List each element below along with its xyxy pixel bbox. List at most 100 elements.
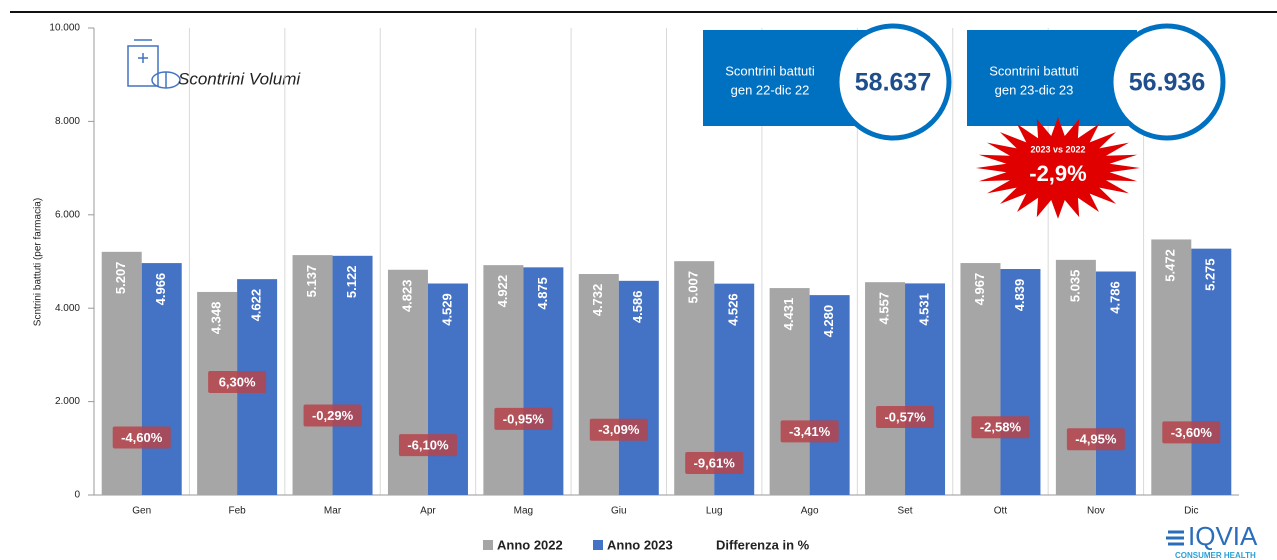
callout-total: 58.637	[855, 69, 931, 97]
bar-value-label: 5.035	[1067, 270, 1082, 303]
bar	[483, 265, 524, 495]
bar-value-label: 4.348	[209, 302, 224, 335]
bar-value-label: 4.280	[821, 305, 836, 338]
bar-value-label: 4.531	[916, 293, 931, 326]
bar	[865, 282, 906, 495]
y-tick-label: 6.000	[55, 209, 80, 220]
y-axis-label: Scntrini battuti (per farmacia)	[33, 198, 44, 326]
callout-circle	[834, 23, 952, 141]
bar	[387, 269, 428, 495]
difference-label: -0,57%	[884, 409, 926, 424]
difference-box	[494, 407, 553, 430]
bar-value-label: 4.967	[972, 273, 987, 306]
difference-box	[112, 426, 171, 449]
bar-value-label: 5.122	[344, 266, 359, 299]
y-tick-label: 8.000	[55, 116, 80, 127]
bar	[809, 295, 850, 495]
bar	[578, 274, 619, 495]
bar	[523, 267, 564, 495]
bar-value-label: 4.586	[630, 291, 645, 324]
x-tick-label: Gen	[132, 506, 151, 517]
difference-label: -4,95%	[1075, 432, 1117, 447]
bar-value-label: 4.557	[876, 292, 891, 325]
y-tick-label: 10.000	[49, 23, 80, 34]
difference-label: -9,61%	[694, 455, 736, 470]
callout-total: 56.936	[1129, 69, 1205, 97]
bar-value-label: 4.526	[726, 293, 741, 326]
bar-value-label: 4.786	[1107, 281, 1122, 314]
bar	[141, 263, 182, 495]
bar	[1151, 239, 1192, 495]
difference-box	[208, 371, 267, 393]
bar	[292, 255, 333, 495]
bar	[197, 291, 238, 495]
legend-label: Anno 2023	[607, 537, 673, 552]
difference-box	[971, 416, 1030, 439]
legend-swatch	[483, 540, 493, 550]
difference-label: -0,29%	[312, 408, 354, 423]
x-tick-label: Apr	[420, 506, 436, 517]
difference-label: 6,30%	[219, 374, 256, 389]
difference-label: -6,10%	[407, 438, 449, 453]
x-tick-label: Mag	[514, 506, 533, 517]
difference-box	[780, 420, 839, 443]
x-tick-label: Lug	[706, 506, 723, 517]
bar-value-label: 5.207	[113, 262, 128, 295]
callout-circle	[1108, 23, 1226, 141]
y-tick-label: 2.000	[55, 396, 80, 407]
callout-text: Scontrini battuti	[725, 63, 815, 78]
difference-box	[876, 405, 935, 428]
difference-label: -2,58%	[980, 420, 1022, 435]
chart-title: Scontrini Volumi	[178, 69, 301, 88]
legend-swatch	[593, 540, 603, 550]
x-tick-label: Ago	[801, 506, 819, 517]
y-tick-label: 0	[74, 490, 80, 501]
bar-value-label: 5.472	[1163, 249, 1178, 282]
difference-box	[1162, 421, 1221, 444]
bar-value-label: 4.431	[781, 298, 796, 331]
bar-value-label: 5.007	[686, 271, 701, 304]
difference-label: -3,09%	[598, 422, 640, 437]
logo-name: IQVIA	[1188, 521, 1258, 551]
bar-value-label: 4.922	[495, 275, 510, 308]
difference-label: -0,95%	[503, 411, 545, 426]
bar-value-label: 5.275	[1203, 258, 1218, 291]
bar	[618, 280, 659, 495]
x-tick-label: Set	[898, 506, 913, 517]
bar-value-label: 4.839	[1012, 279, 1027, 312]
bar	[1055, 259, 1096, 495]
difference-label: -3,60%	[1171, 425, 1213, 440]
logo-subtitle: CONSUMER HEALTH	[1175, 551, 1256, 560]
bar-value-label: 4.823	[399, 279, 414, 312]
bar	[960, 263, 1001, 495]
callout-text: Scontrini battuti	[989, 63, 1079, 78]
legend-label: Differenza in %	[716, 537, 810, 552]
bar	[1191, 248, 1232, 495]
difference-box	[1066, 428, 1125, 451]
difference-box	[685, 452, 744, 474]
bar-value-label: 4.529	[439, 293, 454, 326]
bar	[1000, 269, 1041, 495]
x-tick-label: Nov	[1087, 506, 1105, 517]
bar	[769, 288, 810, 495]
difference-box	[589, 418, 648, 441]
bar	[101, 251, 142, 495]
bar	[905, 283, 946, 495]
legend-label: Anno 2022	[497, 537, 563, 552]
burst	[976, 117, 1140, 219]
burst-value: -2,9%	[1029, 161, 1086, 186]
x-tick-label: Giu	[611, 506, 627, 517]
x-tick-label: Feb	[229, 506, 247, 517]
y-tick-label: 4.000	[55, 303, 80, 314]
title-icon	[127, 39, 181, 89]
difference-box	[303, 404, 362, 427]
difference-box	[398, 434, 457, 457]
bar	[1095, 271, 1136, 495]
bar-value-label: 4.875	[535, 277, 550, 310]
difference-label: -4,60%	[121, 430, 163, 445]
callout-text: gen 23-dic 23	[995, 82, 1074, 97]
bar-value-label: 4.622	[249, 289, 264, 322]
burst-text: 2023 vs 2022	[1030, 144, 1085, 154]
